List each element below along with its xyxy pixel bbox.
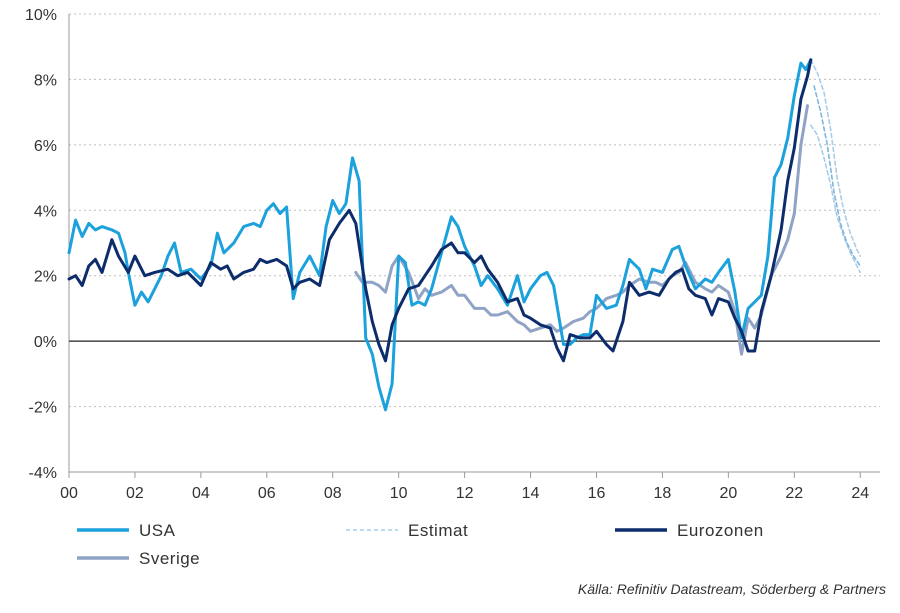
y-tick-label: 4%	[34, 203, 57, 220]
x-tick-label: 08	[324, 485, 342, 502]
y-tick-label: 2%	[34, 269, 57, 286]
series-line-usa	[67, 58, 813, 412]
x-tick-label: 10	[390, 485, 408, 502]
axes	[68, 14, 880, 478]
x-tick-label: 18	[654, 485, 672, 502]
y-tick-label: -2%	[29, 400, 57, 417]
y-tick-label: -4%	[29, 465, 57, 482]
inflation-chart: -4% -2% 0% 2% 4% 6% 8% 10% 00 02 04 06 08 10 12 14 16 18…	[25, 7, 880, 568]
x-tick-label: 14	[522, 485, 540, 502]
x-tick-label: 04	[192, 485, 210, 502]
x-tick-label: 06	[258, 485, 276, 502]
legend-label-usa: USA	[139, 521, 176, 540]
x-tick-label: 24	[851, 485, 869, 502]
x-tick-label: 00	[60, 485, 78, 502]
series-line-estimat	[813, 85, 861, 267]
series-lines	[67, 58, 861, 412]
x-tick-label: 22	[785, 485, 803, 502]
source-note: Källa: Refinitiv Datastream, Söderberg &…	[577, 581, 886, 597]
legend-label-estimat: Estimat	[408, 521, 468, 540]
series-line-estimat	[810, 59, 861, 257]
y-tick-label: 8%	[34, 72, 57, 89]
y-tick-labels: -4% -2% 0% 2% 4% 6% 8% 10%	[25, 7, 57, 482]
x-tick-label: 16	[588, 485, 606, 502]
legend-label-sverige: Sverige	[139, 549, 200, 568]
gridlines	[69, 13, 880, 473]
series-line-sverige	[354, 104, 809, 356]
x-tick-label: 20	[719, 485, 737, 502]
x-tick-labels: 00 02 04 06 08 10 12 14 16 18 20 22 24	[60, 485, 869, 502]
x-tick-label: 12	[456, 485, 474, 502]
x-tick-label: 02	[126, 485, 144, 502]
legend-label-eurozonen: Eurozonen	[677, 521, 764, 540]
series-line-estimat	[810, 124, 861, 274]
series-line-eurozonen	[67, 58, 813, 363]
y-tick-label: 10%	[25, 7, 57, 24]
y-tick-label: 0%	[34, 334, 57, 351]
legend: USA Estimat Eurozonen Sverige	[77, 521, 764, 568]
y-tick-label: 6%	[34, 138, 57, 155]
